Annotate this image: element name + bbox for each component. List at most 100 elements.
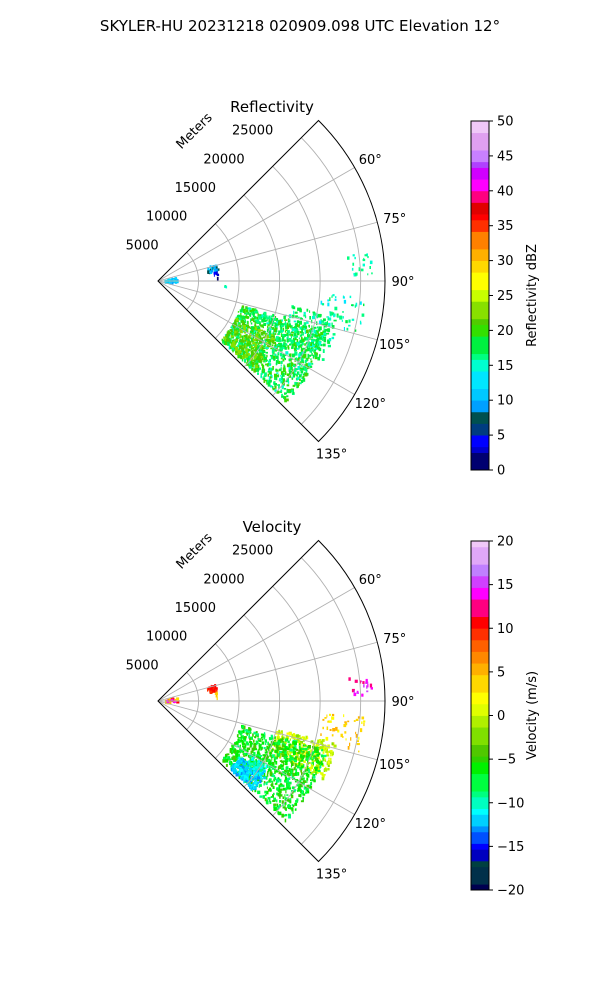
echo-pixel [327,299,330,302]
echo-pixel [296,371,299,375]
echo-pixel [249,774,252,777]
echo-pixel [292,804,295,808]
echo-pixel [269,320,273,325]
echo-pixel [277,805,280,809]
echo-pixel [268,746,271,750]
echo-pixel [263,313,267,318]
echo-pixel [284,814,288,817]
echo-pixel [278,729,280,734]
echo-pixel [242,315,246,320]
echo-pixel [245,765,248,769]
echo-pixel [223,756,227,760]
echo-pixel [329,761,332,764]
echo-pixel [280,346,283,351]
echo-pixel [310,771,313,775]
echo-pixel [260,775,263,779]
echo-pixel [234,758,236,762]
echo-pixel [246,338,249,342]
echo-pixel [252,733,254,737]
echo-pixel [246,342,250,347]
echo-pixel [265,319,268,322]
colorbar-tick-label: 15 [497,359,514,374]
echo-pixel [271,340,275,344]
azimuth-tick-label: 90° [391,275,414,290]
echo-pixel [214,693,217,695]
echo-pixel [252,311,255,315]
echo-pixel [255,347,257,352]
echo-pixel [251,338,253,341]
echo-pixel [326,316,328,318]
echo-pixel [247,752,249,755]
echo-pixel [295,748,299,751]
echo-pixel [299,382,302,385]
echo-pixel [245,729,248,732]
echo-pixel [327,720,329,723]
echo-pixel [290,760,293,764]
echo-pixel [356,692,359,694]
echo-pixel [293,777,296,780]
echo-pixel [317,759,320,764]
echo-pixel [311,752,313,756]
echo-pixel [254,778,257,783]
echo-pixel [333,744,337,748]
echo-pixel [281,395,284,398]
echo-pixel [290,339,294,344]
echo-pixel [255,363,259,366]
colorbar-segment [471,266,489,273]
echo-pixel [288,358,291,362]
echo-pixel [328,338,332,342]
echo-pixel [266,380,269,384]
echo-pixel [245,325,249,328]
range-tick-label: 10000 [146,210,187,225]
echo-pixel [265,333,268,336]
echo-region [243,754,268,777]
echo-pixel [302,744,305,747]
echo-pixel [240,735,242,739]
echo-pixel [294,763,297,767]
echo-pixel [300,781,303,785]
echo-pixel [320,759,321,764]
echo-pixel [317,347,321,350]
echo-pixel [256,734,259,737]
echo-pixel [233,763,235,765]
echo-pixel [300,790,302,794]
echo-pixel [280,730,283,734]
echo-pixel [311,340,314,345]
colorbar-segment [471,144,489,151]
echo-pixel [287,330,290,333]
echo-pixel [267,325,269,329]
echo-pixel [280,352,283,357]
echo-pixel [261,741,265,745]
colorbar-segment [471,336,489,343]
echo-pixel [290,362,293,364]
echo-pixel [311,761,313,765]
echo-pixel [278,750,282,753]
colorbar-segment [471,190,489,198]
echo-pixel [248,727,250,729]
echo-pixel [310,766,314,770]
echo-pixel [289,754,292,757]
echo-pixel [316,748,319,752]
echo-pixel [269,370,272,375]
echo-pixel [291,378,293,380]
echo-pixel [310,360,313,363]
echo-pixel [285,329,288,332]
echo-pixel [302,797,304,801]
reflectivity-range-axis-label: Meters [174,110,216,152]
echo-pixel [311,764,314,767]
echo-pixel [289,800,292,804]
figure-title: SKYLER-HU 20231218 020909.098 UTC Elevat… [100,17,500,35]
echo-pixel [313,329,315,333]
echo-pixel [250,787,253,791]
echo-pixel [288,325,292,328]
echo-pixel [250,330,254,335]
echo-pixel [237,759,240,763]
echo-pixel [241,305,245,308]
echo-pixel [369,260,373,265]
echo-pixel [259,770,262,774]
echo-pixel [286,390,290,393]
echo-pixel [250,322,253,325]
echo-pixel [227,330,230,332]
echo-pixel [311,319,313,324]
echo-pixel [252,361,255,366]
